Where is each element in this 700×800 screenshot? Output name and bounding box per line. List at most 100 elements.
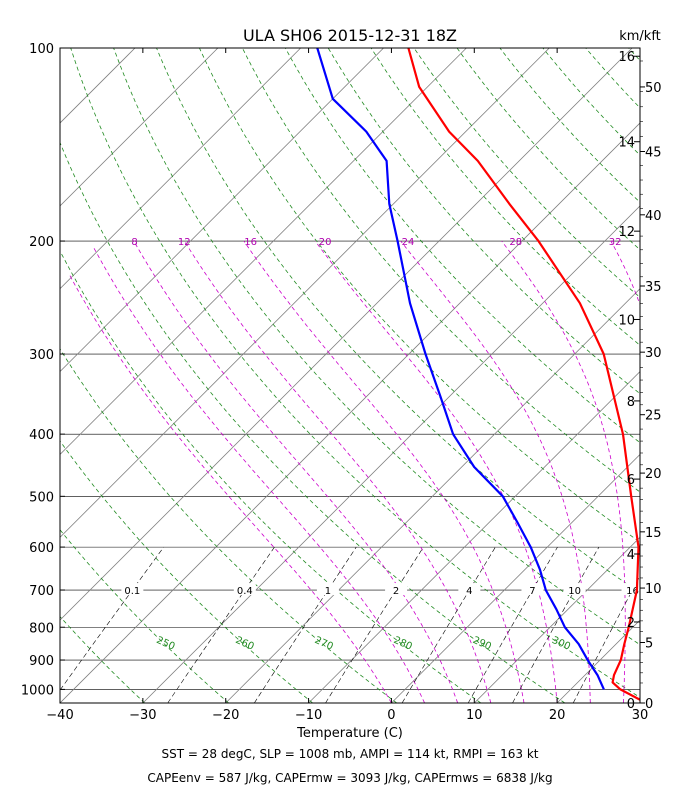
kft-tick-label: 20 [645,467,662,482]
right-axis-unit: km/kft [619,29,661,44]
temperature-profile-line [407,48,640,702]
kft-tick-label: 40 [645,209,662,224]
isotherm-line [60,122,640,703]
mixing-ratio-label: 1 [325,586,331,597]
dry-adiabat-line [60,440,313,703]
footer-line-2: CAPEenv = 587 J/kg, CAPErmw = 3093 J/kg,… [147,771,552,785]
isotherm-line [60,48,633,621]
mixing-ratio-label-bg [121,583,144,596]
y-tick-label: 700 [29,584,54,599]
y-tick-label: 800 [29,621,54,636]
dry-adiabat-line [242,48,640,493]
mixing-ratio-line [467,546,558,703]
y-tick-label: 600 [29,541,54,556]
y-tick-label: 1000 [21,683,54,698]
isotherm-line [0,48,52,703]
sounding-lines [316,48,640,702]
moist-adiabat-line [93,247,425,703]
moist-adiabat-label: 16 [244,237,257,248]
moist-adiabat-label: 28 [509,237,522,248]
dry-adiabat-line [60,141,566,703]
moist-adiabat-label: 20 [319,237,332,248]
isotherm-line [60,48,219,207]
mixing-ratio-line [401,546,496,703]
dry-adiabat-line [413,48,640,298]
dry-adiabat-line [672,48,700,703]
moist-adiabat-label: 24 [402,237,415,248]
mixing-ratio-label: 7 [529,586,535,597]
km-tick-label: 14 [618,136,635,151]
dry-adiabat-line [70,48,640,698]
x-tick-label: −10 [295,708,322,723]
moist-adiabat-line [501,240,626,703]
y-tick-label: 500 [29,490,54,505]
y-tick-label: 900 [29,654,54,669]
moist-adiabat-label: 12 [178,237,191,248]
mixing-ratio-label: 16 [626,586,639,597]
kft-tick-label: 50 [645,81,662,96]
mixing-ratio-label-bg [458,583,481,596]
mixing-ratio-label-bg [563,583,586,596]
mixing-ratio-line [167,546,275,703]
mixing-ratio-line [60,546,164,691]
km-tick-label: 8 [627,395,635,410]
mixing-ratio-line [512,546,600,703]
isotherm-line [308,371,640,703]
mixing-ratio-label: 0.1 [124,586,140,597]
mixing-ratio-label-bg [521,583,544,596]
isotherm-line [391,453,640,703]
isotherm-line [60,48,384,373]
moist-adiabat-label: 8 [131,237,137,248]
isotherm-line [60,48,301,290]
dewpoint-profile-line [316,48,605,690]
moist-adiabat-line [133,240,459,703]
kft-tick-label: 10 [645,582,662,597]
moist-adiabat-label: 32 [609,237,622,248]
y-tick-label: 300 [29,348,54,363]
dry-adiabat-line [60,701,61,703]
moist-adiabat-line [184,240,492,703]
dry-adiabat-line [60,529,229,703]
dry-adiabat-line [60,348,397,703]
km-tick-label: 10 [618,313,635,328]
moist-adiabat-line [690,241,700,703]
km-tick-label: 4 [627,548,635,563]
y-tick-label: 200 [29,235,54,250]
moist-adiabat-line [68,273,392,703]
km-tick-label: 2 [627,616,635,631]
isotherm-line [60,48,550,538]
x-tick-label: 10 [466,708,483,723]
x-tick-label: 30 [632,708,649,723]
kft-tick-label: 30 [645,346,662,361]
footer-line-1: SST = 28 degC, SLP = 1008 mb, AMPI = 114… [161,747,538,761]
mixing-ratio-label-bg [233,583,256,596]
dry-adiabat-line [60,250,482,703]
km-tick-label: 0 [627,697,635,712]
kft-tick-label: 5 [645,636,653,651]
mixing-ratio-label-bg [385,583,408,596]
mixing-ratio-line [325,546,424,703]
mixing-ratio-line [572,575,640,703]
mixing-ratio-label: 4 [466,586,472,597]
x-tick-label: −30 [129,708,156,723]
axes: −40 −30 −20 −10 0 10 20 30100090080070060050040… [21,42,662,723]
x-tick-label: 0 [387,708,395,723]
x-tick-label: 20 [549,708,566,723]
mixing-ratio-line [254,546,357,703]
dry-adiabat-line [199,48,640,543]
mixing-ratio-label: 10 [568,586,581,597]
y-tick-label: 100 [29,42,54,57]
kft-tick-label: 35 [645,280,662,295]
kft-tick-label: 15 [645,526,662,541]
kft-tick-label: 25 [645,409,662,424]
y-tick-label: 400 [29,428,54,443]
mixing-ratio-label: 2 [393,586,399,597]
km-tick-label: 6 [627,473,635,488]
km-tick-label: 16 [618,50,635,65]
dry-adiabat-line [156,48,640,594]
x-tick-label: −40 [46,708,73,723]
dry-adiabat-line [456,48,640,251]
plot-frame [59,47,641,704]
